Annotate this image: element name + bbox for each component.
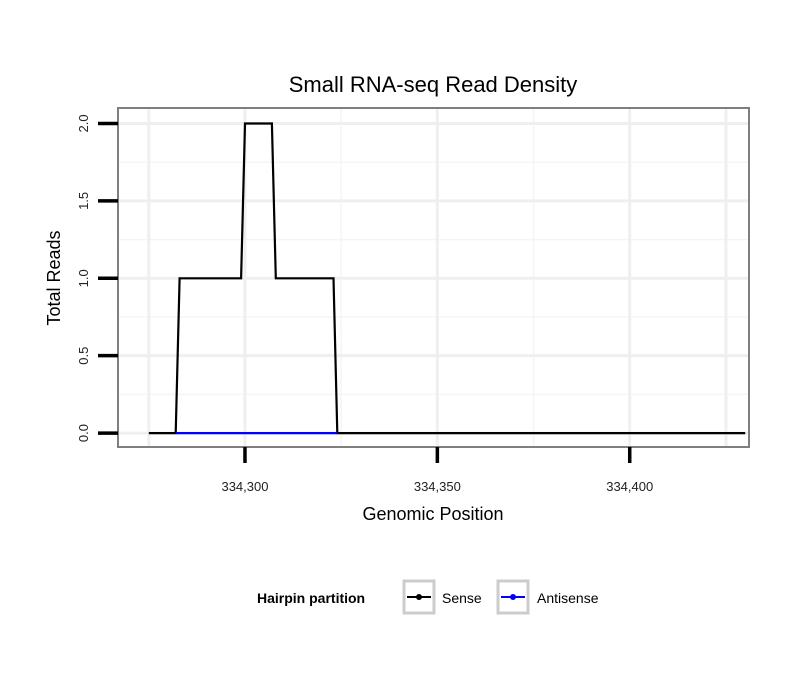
legend-antisense-label: Antisense [537, 590, 599, 606]
legend-sense-marker [416, 594, 422, 600]
series-sense-line [148, 122, 746, 435]
x-tick-label: 334,350 [414, 479, 461, 494]
legend: Hairpin partition Sense Antisense [257, 579, 599, 615]
chart-title: Small RNA-seq Read Density [289, 72, 578, 97]
x-axis: 334,300 334,350 334,400 [221, 447, 653, 494]
y-tick-label: 0.0 [76, 424, 91, 442]
legend-antisense-marker [510, 594, 516, 600]
legend-title: Hairpin partition [257, 590, 365, 606]
x-tick-label: 334,400 [606, 479, 653, 494]
y-tick-label: 1.5 [76, 192, 91, 210]
y-tick-label: 1.0 [76, 269, 91, 287]
y-axis-title: Total Reads [44, 230, 64, 325]
series-layer [148, 122, 746, 435]
x-tick-label: 334,300 [221, 479, 268, 494]
y-axis: 0.0 0.5 1.0 1.5 2.0 [76, 114, 118, 442]
y-tick-label: 0.5 [76, 347, 91, 365]
y-tick-label: 2.0 [76, 114, 91, 132]
legend-sense-label: Sense [442, 590, 482, 606]
x-axis-title: Genomic Position [362, 504, 503, 524]
